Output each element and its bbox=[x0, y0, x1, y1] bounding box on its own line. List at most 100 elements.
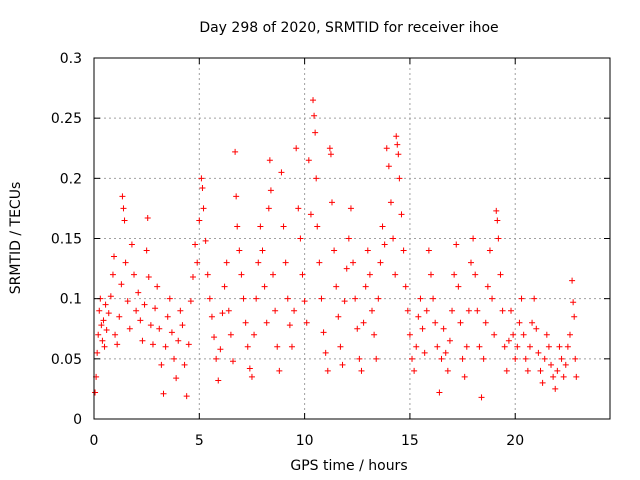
data-point bbox=[531, 295, 538, 302]
data-point bbox=[121, 217, 128, 224]
data-point bbox=[189, 274, 196, 281]
data-point bbox=[478, 394, 485, 401]
data-point bbox=[162, 343, 169, 350]
data-point bbox=[440, 325, 447, 332]
data-point bbox=[421, 349, 428, 356]
data-point bbox=[92, 389, 99, 396]
data-point bbox=[560, 373, 567, 380]
data-point bbox=[166, 295, 173, 302]
data-point bbox=[128, 241, 135, 248]
data-point bbox=[495, 235, 502, 242]
data-point bbox=[133, 307, 140, 314]
data-point bbox=[286, 322, 293, 329]
data-point bbox=[98, 322, 105, 329]
data-point bbox=[94, 349, 101, 356]
data-point bbox=[383, 145, 390, 152]
data-point bbox=[347, 205, 354, 212]
data-point bbox=[535, 349, 542, 356]
data-point bbox=[366, 271, 373, 278]
data-point bbox=[223, 259, 230, 266]
y-tick-label: 0.2 bbox=[60, 171, 82, 187]
data-point bbox=[371, 331, 378, 338]
data-point bbox=[461, 373, 468, 380]
data-point bbox=[234, 223, 241, 230]
data-point bbox=[564, 343, 571, 350]
data-point bbox=[251, 331, 258, 338]
data-point bbox=[529, 319, 536, 326]
data-point bbox=[313, 175, 320, 182]
x-axis-label: GPS time / hours bbox=[290, 458, 407, 474]
data-point bbox=[175, 337, 182, 344]
x-tick-label: 5 bbox=[195, 433, 204, 449]
data-point bbox=[312, 129, 319, 136]
data-point bbox=[404, 307, 411, 314]
x-tick-label: 20 bbox=[506, 433, 524, 449]
data-point bbox=[505, 337, 512, 344]
data-point bbox=[199, 184, 206, 191]
data-point bbox=[444, 367, 451, 374]
data-point bbox=[105, 310, 112, 317]
axis-ticks bbox=[93, 57, 610, 420]
data-point bbox=[221, 283, 228, 290]
data-point bbox=[217, 346, 224, 353]
data-point bbox=[455, 283, 462, 290]
y-tick-label: 0 bbox=[73, 412, 82, 428]
data-point bbox=[562, 361, 569, 368]
data-point bbox=[272, 307, 279, 314]
data-point bbox=[278, 169, 285, 176]
data-point bbox=[137, 317, 144, 324]
data-point bbox=[248, 373, 255, 380]
data-point bbox=[494, 217, 501, 224]
data-point bbox=[554, 367, 561, 374]
data-point bbox=[419, 325, 426, 332]
data-point bbox=[124, 298, 131, 305]
data-point bbox=[345, 235, 352, 242]
data-point bbox=[318, 295, 325, 302]
data-point bbox=[491, 331, 498, 338]
data-point bbox=[232, 148, 239, 155]
data-point bbox=[390, 235, 397, 242]
data-point bbox=[107, 293, 114, 300]
data-point bbox=[548, 361, 555, 368]
data-point bbox=[145, 274, 152, 281]
data-points bbox=[92, 97, 580, 401]
data-point bbox=[381, 241, 388, 248]
data-point bbox=[152, 305, 159, 312]
data-point bbox=[240, 295, 247, 302]
data-point bbox=[270, 271, 277, 278]
data-point bbox=[204, 271, 211, 278]
data-point bbox=[198, 175, 205, 182]
data-point bbox=[261, 283, 268, 290]
data-point bbox=[493, 207, 500, 214]
data-point bbox=[192, 241, 199, 248]
data-point bbox=[358, 367, 365, 374]
data-point bbox=[327, 151, 334, 158]
data-point bbox=[331, 247, 338, 254]
data-point bbox=[119, 193, 126, 200]
data-point bbox=[263, 319, 270, 326]
data-point bbox=[160, 390, 167, 397]
data-point bbox=[154, 283, 161, 290]
data-point bbox=[392, 271, 399, 278]
data-point bbox=[276, 367, 283, 374]
x-tick-label: 0 bbox=[90, 433, 99, 449]
data-point bbox=[516, 319, 523, 326]
data-point bbox=[377, 259, 384, 266]
data-point bbox=[141, 301, 148, 308]
data-point bbox=[453, 241, 460, 248]
data-point bbox=[396, 175, 403, 182]
data-point bbox=[510, 331, 517, 338]
data-point bbox=[253, 295, 260, 302]
data-point bbox=[274, 343, 281, 350]
data-point bbox=[257, 223, 264, 230]
data-point bbox=[291, 307, 298, 314]
data-point bbox=[310, 97, 317, 104]
data-point bbox=[341, 298, 348, 305]
data-point bbox=[572, 355, 579, 362]
data-point bbox=[337, 343, 344, 350]
data-point bbox=[173, 375, 180, 382]
data-point bbox=[484, 283, 491, 290]
data-point bbox=[177, 307, 184, 314]
plot-frame bbox=[93, 57, 611, 420]
